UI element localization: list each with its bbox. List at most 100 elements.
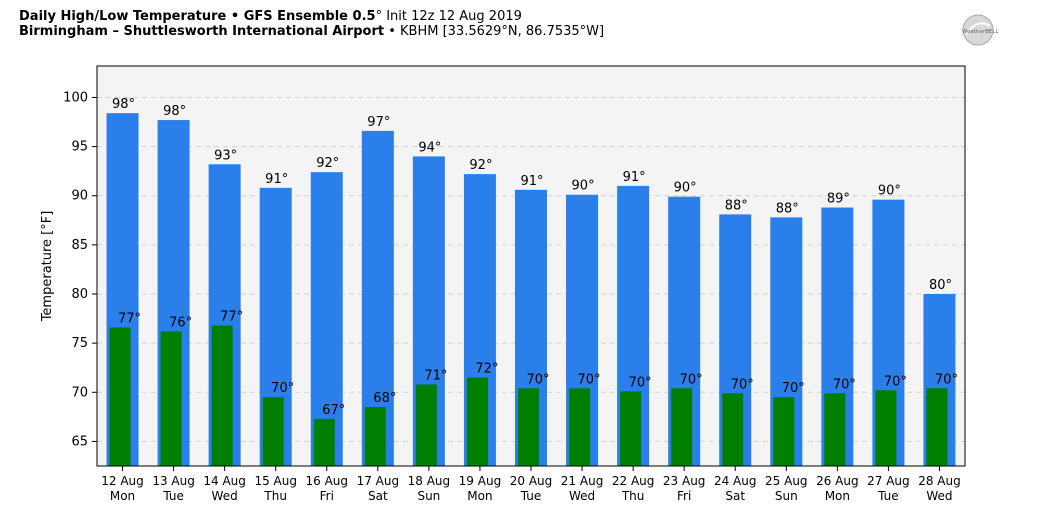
high-temp-label: 94° (418, 140, 441, 155)
low-temp-bar (313, 418, 335, 466)
weatherbell-logo: WeatherBELL (962, 14, 999, 46)
x-tick-label-day: Sat (368, 489, 388, 503)
low-temp-bar (415, 384, 437, 466)
low-temp-label: 77° (220, 309, 243, 324)
low-temp-label: 70° (629, 375, 652, 390)
x-tick-label-date: 25 Aug (765, 474, 808, 488)
x-tick-label-day: Mon (467, 489, 492, 503)
low-temp-label: 77° (118, 311, 141, 326)
x-tick-label-date: 20 Aug (510, 474, 553, 488)
low-temp-label: 70° (271, 381, 294, 396)
low-temp-label: 76° (169, 315, 192, 330)
low-temp-label: 67° (322, 403, 345, 418)
x-tick-label-day: Wed (212, 489, 238, 503)
low-temp-bar (671, 388, 693, 466)
high-temp-label: 88° (776, 201, 799, 216)
low-temp-bar (824, 393, 846, 466)
x-tick-label-date: 27 Aug (867, 474, 910, 488)
low-temp-bar (722, 393, 744, 466)
x-tick-label-date: 23 Aug (663, 474, 706, 488)
high-temp-label: 92° (469, 158, 492, 173)
low-temp-label: 70° (884, 374, 907, 389)
high-temp-label: 90° (572, 179, 595, 194)
x-tick-label-date: 14 Aug (203, 474, 246, 488)
low-temp-bar (466, 377, 488, 466)
low-temp-bar (773, 397, 795, 466)
low-temp-bar (109, 327, 131, 466)
x-tick-label-date: 15 Aug (254, 474, 297, 488)
low-temp-bar (875, 390, 897, 466)
y-tick-label: 95 (71, 140, 88, 155)
low-temp-bar (262, 397, 284, 466)
chart-title: Daily High/Low Temperature • GFS Ensembl… (19, 9, 604, 39)
x-tick-label-day: Tue (877, 489, 899, 503)
x-tick-label-day: Mon (110, 489, 135, 503)
y-tick-label: 75 (71, 336, 88, 351)
y-tick-label: 100 (63, 90, 88, 105)
high-temp-label: 92° (316, 156, 339, 171)
high-temp-label: 97° (367, 115, 390, 130)
x-tick-label-date: 13 Aug (152, 474, 195, 488)
y-tick-label: 85 (71, 238, 88, 253)
y-tick-label: 80 (71, 287, 88, 302)
high-temp-label: 91° (265, 172, 288, 187)
x-tick-label-date: 24 Aug (714, 474, 757, 488)
low-temp-label: 72° (475, 362, 498, 377)
plot-frame (96, 65, 966, 467)
high-temp-label: 90° (674, 181, 697, 196)
low-temp-label: 71° (424, 368, 447, 383)
x-tick-label-date: 19 Aug (459, 474, 502, 488)
low-temp-label: 70° (731, 377, 754, 392)
high-temp-label: 89° (827, 192, 850, 207)
x-tick-label-date: 22 Aug (612, 474, 655, 488)
low-temp-bar (620, 391, 642, 466)
high-temp-bar (310, 172, 343, 466)
low-temp-label: 70° (935, 372, 958, 387)
high-temp-label: 98° (163, 104, 186, 119)
x-tick-label-day: Sun (775, 489, 798, 503)
x-tick-label-day: Mon (825, 489, 850, 503)
y-tick-label: 70 (71, 385, 88, 400)
high-temp-label: 91° (623, 170, 646, 185)
low-temp-bar (364, 407, 386, 466)
svg-text:WeatherBELL: WeatherBELL (962, 29, 999, 35)
low-temp-label: 70° (833, 377, 856, 392)
title-line-1: Daily High/Low Temperature • GFS Ensembl… (19, 9, 522, 24)
x-tick-label-day: Thu (621, 489, 645, 503)
x-tick-label-date: 28 Aug (918, 474, 961, 488)
low-temp-bar (211, 325, 233, 466)
x-tick-label-day: Sat (725, 489, 745, 503)
low-temp-bar (569, 388, 591, 466)
x-tick-label-date: 16 Aug (306, 474, 349, 488)
low-temp-bar (518, 388, 539, 466)
y-tick-label: 90 (71, 189, 88, 204)
x-tick-label-day: Wed (569, 489, 595, 503)
low-temp-label: 70° (578, 372, 601, 387)
high-temp-label: 93° (214, 148, 237, 163)
x-tick-label-day: Sun (417, 489, 440, 503)
high-temp-label: 88° (725, 198, 748, 213)
x-tick-label-date: 12 Aug (101, 474, 144, 488)
x-tick-label-day: Tue (162, 489, 184, 503)
x-tick-label-day: Fri (677, 489, 691, 503)
high-temp-label: 98° (112, 97, 135, 112)
low-temp-label: 70° (526, 372, 549, 387)
x-tick-label-date: 21 Aug (561, 474, 604, 488)
high-temp-label: 91° (520, 174, 543, 189)
x-tick-label-day: Wed (926, 489, 952, 503)
low-temp-label: 70° (680, 372, 703, 387)
y-axis-label: Temperature [°F] (40, 211, 55, 323)
x-tick-label-day: Tue (520, 489, 542, 503)
low-temp-bar (926, 388, 948, 466)
low-temp-label: 68° (373, 391, 396, 406)
title-line-2: Birmingham – Shuttlesworth International… (19, 24, 605, 39)
high-temp-label: 80° (929, 278, 952, 293)
x-tick-label-date: 26 Aug (816, 474, 859, 488)
y-tick-label: 65 (71, 434, 88, 449)
low-temp-bar (160, 331, 182, 466)
low-temp-label: 70° (782, 381, 805, 396)
x-tick-label-date: 18 Aug (408, 474, 451, 488)
x-tick-label-date: 17 Aug (357, 474, 400, 488)
high-temp-label: 90° (878, 184, 901, 199)
